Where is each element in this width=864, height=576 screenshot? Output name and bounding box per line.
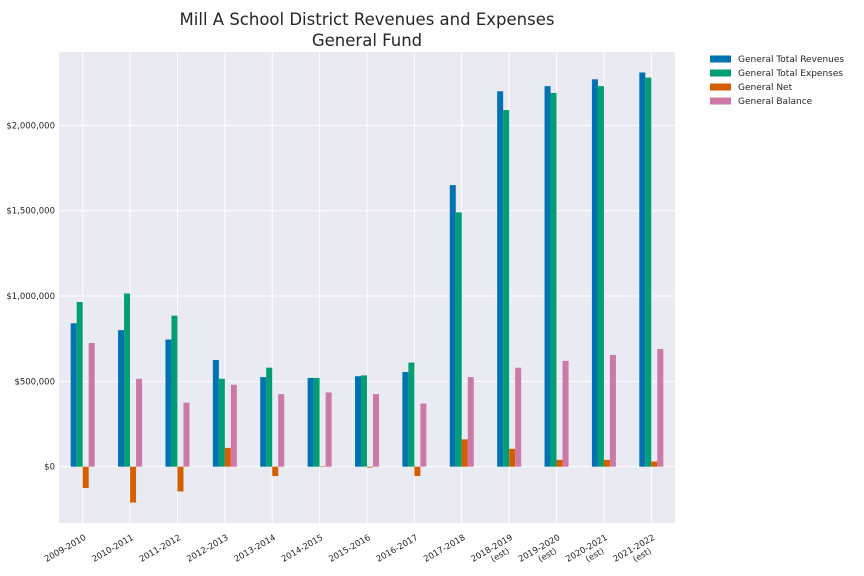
bar xyxy=(467,377,474,467)
legend-swatch xyxy=(710,97,731,105)
x-tick-label: 2018-2019(est) xyxy=(470,533,515,565)
bar xyxy=(218,378,225,467)
bar xyxy=(645,77,652,467)
bar xyxy=(503,110,510,467)
chart-title-line-1: Mill A School District Revenues and Expe… xyxy=(180,10,555,29)
bar xyxy=(373,394,379,467)
legend-swatch xyxy=(710,69,731,77)
x-tick-label: 2021-2022(est) xyxy=(612,533,657,565)
bar xyxy=(307,377,314,467)
bar xyxy=(556,459,563,467)
bar xyxy=(171,315,178,467)
y-tick-label: $2,000,000 xyxy=(6,121,55,131)
x-tick-label: 2017-2018 xyxy=(422,533,467,565)
bar xyxy=(550,92,557,467)
x-tick-text: 2016-2017 xyxy=(375,533,420,565)
legend-label: General Total Expenses xyxy=(738,69,843,79)
x-tick-text: 2012-2013 xyxy=(185,533,230,565)
bar xyxy=(313,377,320,467)
bar xyxy=(355,376,361,467)
bar xyxy=(455,212,462,467)
legend-label: General Total Revenues xyxy=(738,55,844,65)
y-tick-label: $1,000,000 xyxy=(6,292,55,302)
bar xyxy=(136,378,143,467)
bar xyxy=(183,402,190,467)
bar xyxy=(497,91,504,467)
bar xyxy=(118,330,125,467)
x-tick-label: 2013-2014 xyxy=(233,533,278,565)
x-tick-label: 2020-2021(est) xyxy=(564,533,609,565)
chart-title: Mill A School District Revenues and Expe… xyxy=(180,10,555,50)
x-tick-text: 2010-2011 xyxy=(90,533,135,565)
bar xyxy=(562,360,569,467)
x-tick-label: 2019-2020(est) xyxy=(517,533,562,565)
bar xyxy=(515,367,522,467)
x-axis-ticks: 2009-2010 2010-2011 2011-2012 2012-2013 2013… xyxy=(43,533,657,565)
bars xyxy=(70,72,664,503)
bar xyxy=(361,375,367,467)
bar xyxy=(130,466,137,503)
bar xyxy=(177,466,184,492)
bar xyxy=(420,403,427,467)
x-tick-text: 2011-2012 xyxy=(138,533,183,565)
y-tick-label: $1,500,000 xyxy=(6,207,55,217)
bar xyxy=(639,72,646,467)
bar xyxy=(76,302,83,467)
bar xyxy=(325,392,332,467)
bar xyxy=(224,447,231,467)
bar xyxy=(657,348,664,467)
x-tick-label: 2015-2016 xyxy=(327,533,372,565)
bar xyxy=(461,439,468,467)
bar xyxy=(414,466,421,477)
x-tick-label: 2009-2010 xyxy=(43,533,88,565)
bar xyxy=(609,354,616,467)
y-tick-label: $500,000 xyxy=(14,377,55,387)
bar xyxy=(272,466,279,477)
x-tick-text: 2015-2016 xyxy=(327,533,372,565)
bar xyxy=(402,371,409,467)
legend: General Total Revenues General Total Expe… xyxy=(710,55,844,107)
bar xyxy=(367,466,373,468)
bar xyxy=(260,377,267,467)
bar xyxy=(509,448,516,467)
x-tick-label: 2016-2017 xyxy=(375,533,420,565)
bar xyxy=(603,459,610,467)
legend-label: General Balance xyxy=(738,97,813,107)
bar xyxy=(165,339,172,467)
bar xyxy=(278,394,285,467)
x-tick-text: 2017-2018 xyxy=(422,533,467,565)
x-tick-text: 2013-2014 xyxy=(233,533,278,565)
bar xyxy=(449,185,456,467)
bar xyxy=(82,466,89,489)
bar xyxy=(266,367,273,467)
bar xyxy=(88,342,95,467)
bar xyxy=(408,362,415,467)
y-axis-ticks: $0 $500,000 $1,000,000 $1,500,000 $2,000,000 xyxy=(6,121,55,472)
bar xyxy=(230,384,237,467)
x-tick-text: 2009-2010 xyxy=(43,533,88,565)
legend-swatch xyxy=(710,55,731,63)
x-tick-text: 2014-2015 xyxy=(280,533,325,565)
bar xyxy=(544,86,551,467)
bar xyxy=(212,360,219,467)
x-tick-label: 2010-2011 xyxy=(90,533,135,565)
bar xyxy=(651,461,658,467)
bar xyxy=(319,466,326,467)
bar xyxy=(597,86,604,467)
y-tick-label: $0 xyxy=(44,463,55,473)
chart-title-line-2: General Fund xyxy=(312,31,422,50)
bar xyxy=(124,293,131,467)
legend-label: General Net xyxy=(738,83,793,93)
bar xyxy=(70,323,77,467)
x-tick-label: 2012-2013 xyxy=(185,533,230,565)
x-tick-label: 2011-2012 xyxy=(138,533,183,565)
x-tick-label: 2014-2015 xyxy=(280,533,325,565)
bar xyxy=(591,79,598,467)
legend-swatch xyxy=(710,83,731,91)
